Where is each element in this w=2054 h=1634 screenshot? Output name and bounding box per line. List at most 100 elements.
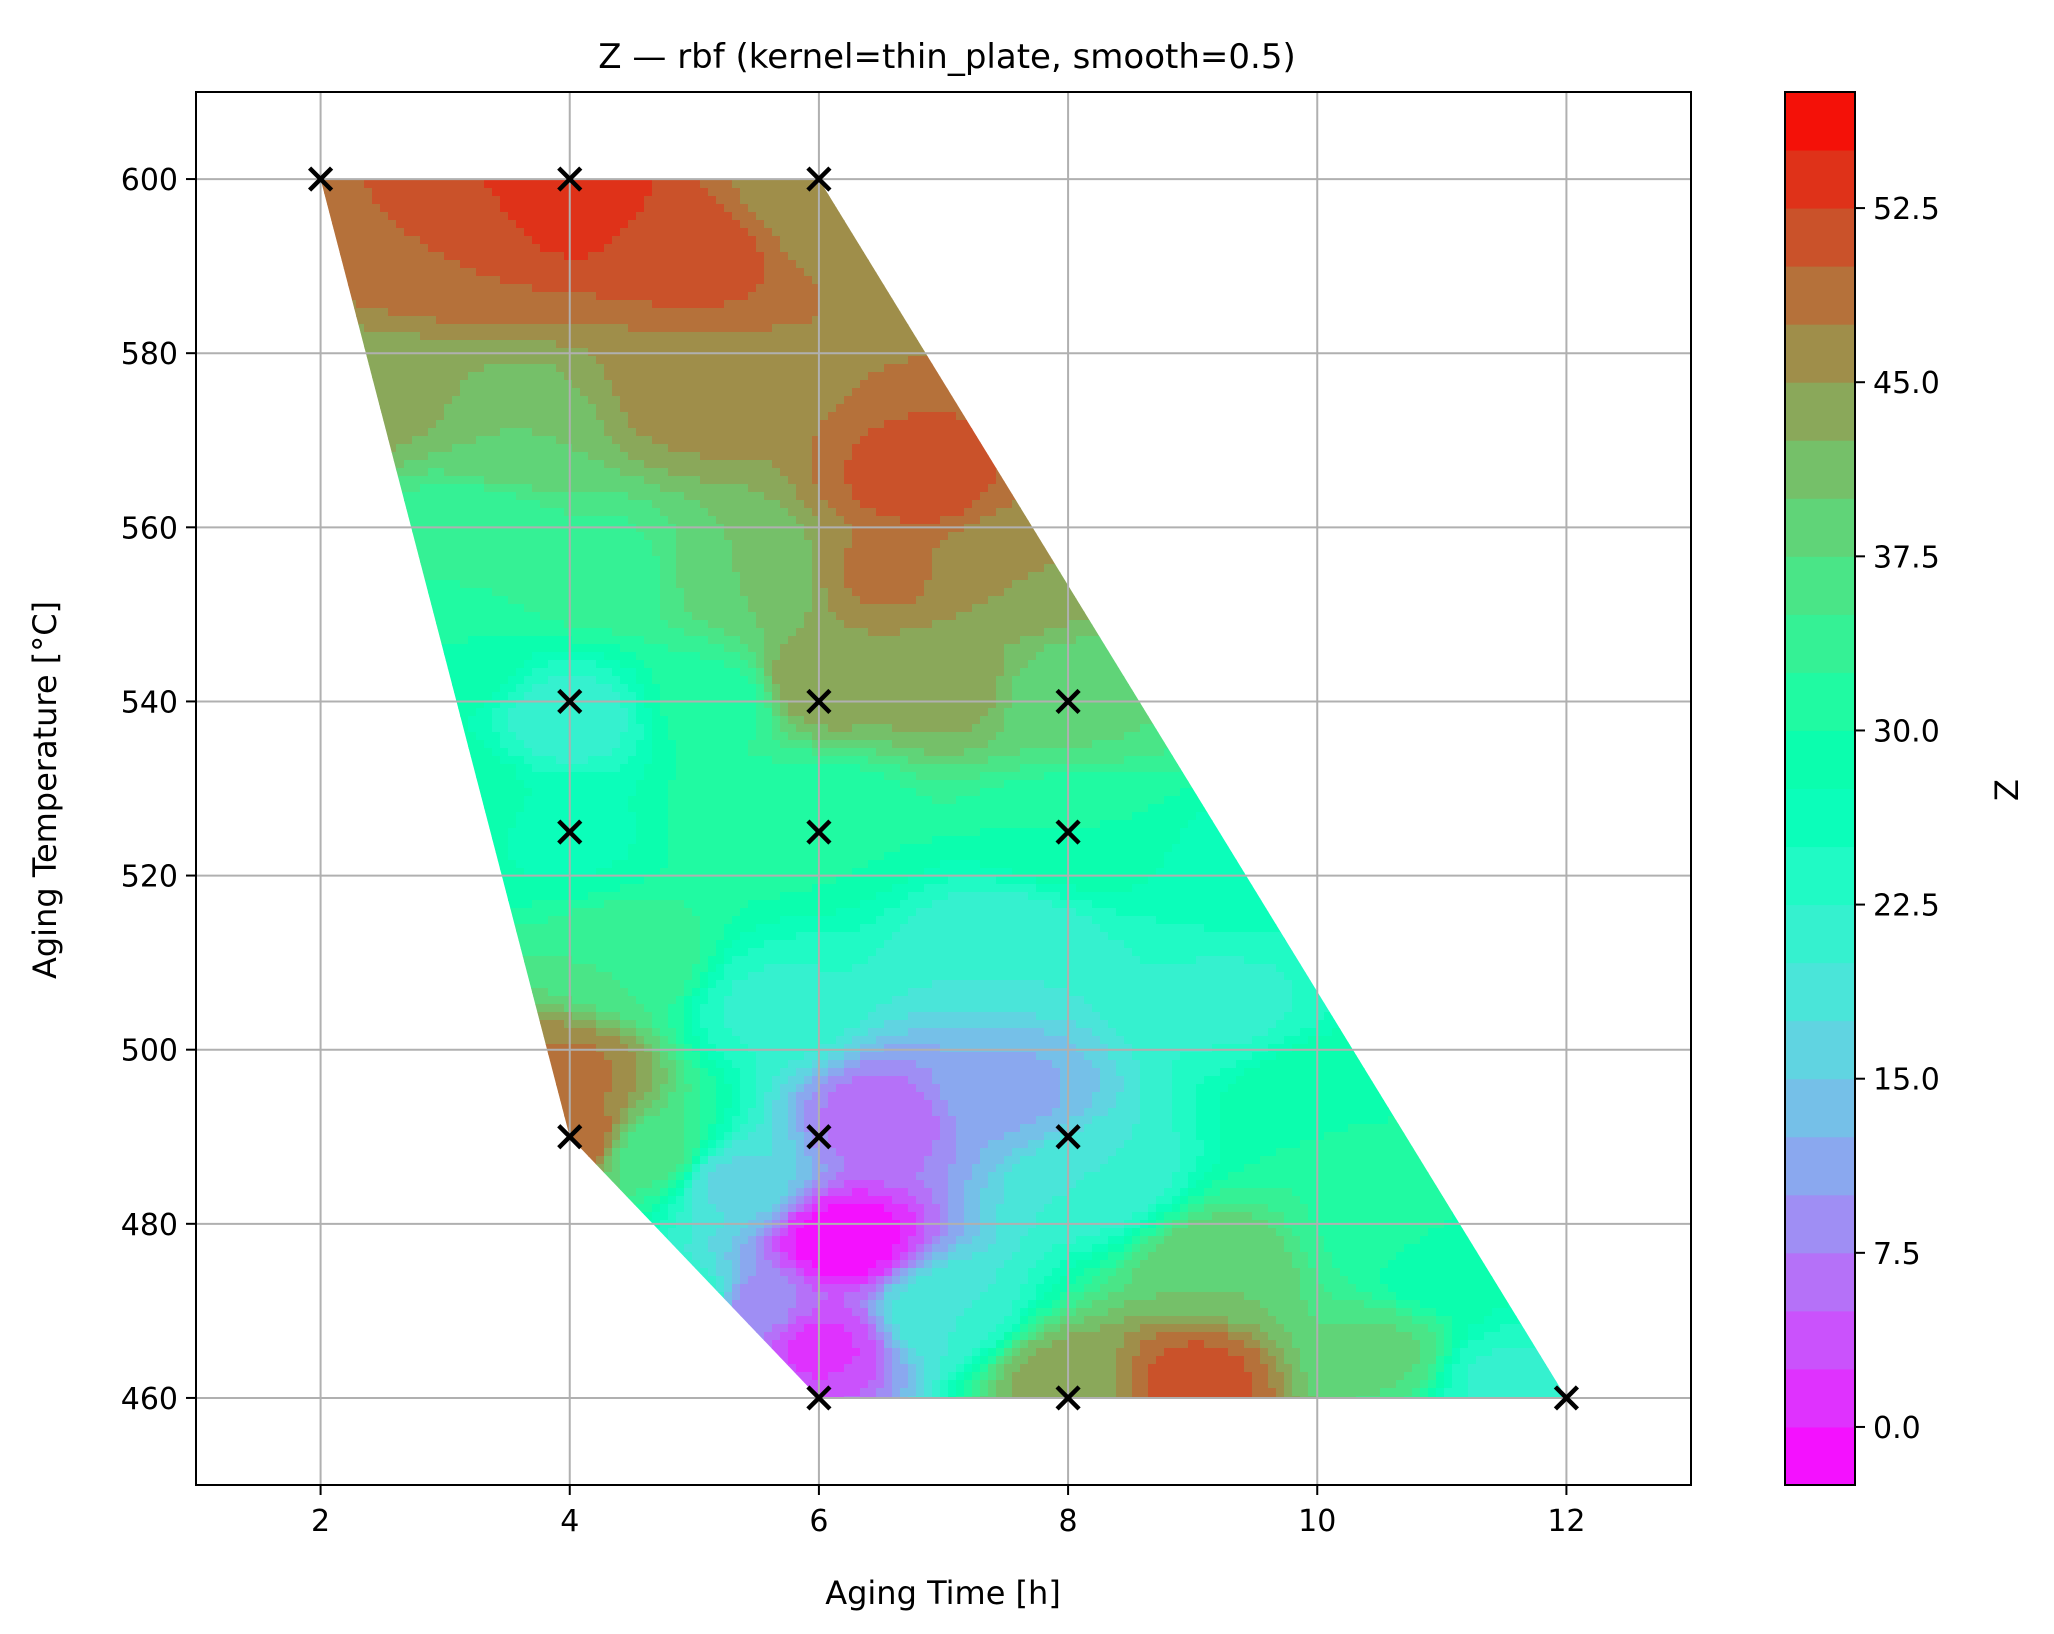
- contour-cell: [1556, 236, 1565, 245]
- contour-cell: [1276, 332, 1285, 341]
- contour-cell: [252, 316, 261, 325]
- contour-cell: [1468, 236, 1477, 245]
- contour-cell: [1284, 284, 1293, 293]
- contour-cell: [196, 300, 205, 309]
- contour-cell: [516, 180, 525, 189]
- contour-cell: [1100, 340, 1109, 349]
- contour-cell: [500, 300, 509, 309]
- contour-cell: [724, 204, 733, 213]
- contour-cell: [1276, 220, 1285, 229]
- contour-cell: [524, 340, 533, 349]
- contour-cell: [412, 356, 421, 365]
- contour-cell: [1364, 276, 1373, 285]
- contour-cell: [292, 204, 301, 213]
- contour-cell: [428, 372, 437, 381]
- contour-cell: [1292, 284, 1301, 293]
- contour-cell: [948, 340, 957, 349]
- contour-cell: [876, 188, 885, 197]
- contour-cell: [1340, 300, 1349, 309]
- contour-cell: [1380, 236, 1389, 245]
- contour-cell: [1420, 268, 1429, 277]
- contour-cell: [1436, 364, 1445, 373]
- contour-cell: [1180, 244, 1189, 253]
- contour-cell: [492, 188, 501, 197]
- contour-cell: [1412, 332, 1421, 341]
- contour-cell: [740, 204, 749, 213]
- contour-cell: [1364, 212, 1373, 221]
- contour-cell: [452, 332, 461, 341]
- contour-cell: [1580, 252, 1589, 261]
- contour-cell: [1108, 300, 1117, 309]
- contour-cell: [468, 260, 477, 269]
- contour-cell: [268, 212, 277, 221]
- contour-cell: [1244, 220, 1253, 229]
- contour-cell: [388, 372, 397, 381]
- contour-cell: [252, 308, 261, 317]
- contour-cell: [428, 364, 437, 373]
- contour-cell: [1116, 188, 1125, 197]
- contour-cell: [380, 324, 389, 333]
- contour-cell: [1172, 356, 1181, 365]
- contour-cell: [1580, 340, 1589, 349]
- contour-cell: [1444, 300, 1453, 309]
- contour-cell: [964, 332, 973, 341]
- contour-cell: [1116, 204, 1125, 213]
- contour-cell: [804, 188, 813, 197]
- contour-cell: [1044, 244, 1053, 253]
- contour-cell: [1620, 188, 1629, 197]
- contour-cell: [564, 236, 573, 245]
- contour-cell: [700, 284, 709, 293]
- contour-cell: [780, 220, 789, 229]
- contour-cell: [236, 332, 245, 341]
- contour-cell: [612, 180, 621, 189]
- contour-cell: [796, 316, 805, 325]
- contour-cell: [1124, 364, 1133, 373]
- contour-cell: [524, 364, 533, 373]
- contour-cell: [1076, 196, 1085, 205]
- contour-cell: [420, 260, 429, 269]
- contour-cell: [836, 236, 845, 245]
- contour-cell: [620, 236, 629, 245]
- contour-cell: [1164, 308, 1173, 317]
- contour-cell: [1412, 188, 1421, 197]
- contour-cell: [1284, 276, 1293, 285]
- contour-cell: [668, 228, 677, 237]
- contour-cell: [308, 356, 317, 365]
- contour-cell: [844, 276, 853, 285]
- contour-cell: [1580, 284, 1589, 293]
- contour-cell: [588, 188, 597, 197]
- contour-cell: [700, 372, 709, 381]
- contour-cell: [620, 300, 629, 309]
- contour-cell: [388, 316, 397, 325]
- contour-cell: [780, 332, 789, 341]
- contour-cell: [308, 284, 317, 293]
- contour-cell: [868, 188, 877, 197]
- contour-cell: [500, 236, 509, 245]
- contour-cell: [372, 244, 381, 253]
- contour-cell: [940, 380, 949, 389]
- contour-cell: [884, 244, 893, 253]
- contour-cell: [1508, 308, 1517, 317]
- contour-cell: [468, 356, 477, 365]
- contour-cell: [1292, 244, 1301, 253]
- contour-cell: [476, 188, 485, 197]
- contour-cell: [1148, 356, 1157, 365]
- contour-cell: [252, 356, 261, 365]
- contour-cell: [1204, 188, 1213, 197]
- contour-cell: [916, 204, 925, 213]
- contour-cell: [1524, 196, 1533, 205]
- contour-cell: [1348, 364, 1357, 373]
- contour-cell: [588, 372, 597, 381]
- contour-cell: [1196, 236, 1205, 245]
- contour-cell: [732, 204, 741, 213]
- contour-cell: [260, 252, 269, 261]
- contour-cell: [652, 372, 661, 381]
- contour-cell: [1292, 300, 1301, 309]
- contour-cell: [300, 316, 309, 325]
- contour-cell: [644, 228, 653, 237]
- contour-cell: [964, 284, 973, 293]
- contour-cell: [844, 300, 853, 309]
- contour-cell: [1556, 220, 1565, 229]
- contour-cell: [1084, 332, 1093, 341]
- contour-cell: [1468, 332, 1477, 341]
